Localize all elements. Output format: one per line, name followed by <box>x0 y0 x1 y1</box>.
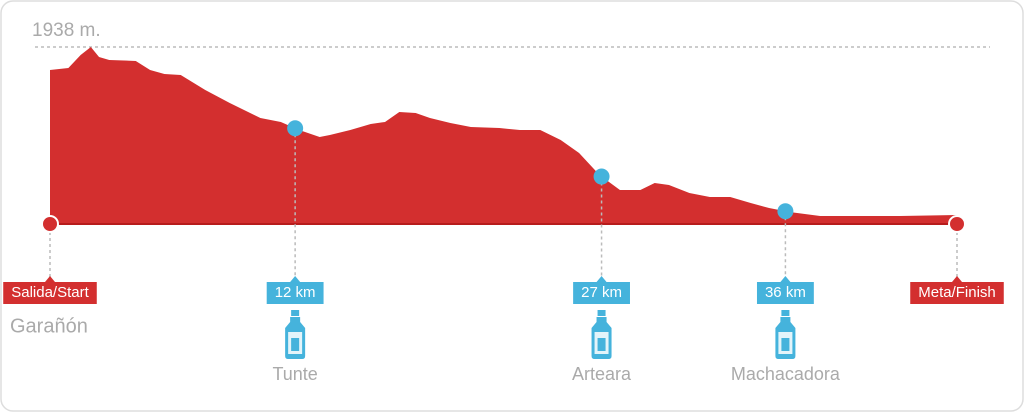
finish-dot <box>948 215 966 233</box>
stop-label: 27 km <box>581 284 622 301</box>
finish-label: Meta/Finish <box>918 284 996 301</box>
stop-place: Arteara <box>572 364 632 384</box>
stop-label-box <box>573 282 630 304</box>
bottle-water <box>291 338 300 351</box>
stop-label-box <box>266 282 324 304</box>
stop-label-pointer <box>780 276 791 282</box>
max-label: 1938 m. <box>32 20 101 41</box>
stop-dot <box>593 168 610 185</box>
finish-label-pointer <box>952 276 962 282</box>
stop-label: 36 km <box>765 284 806 301</box>
finish-label-box <box>910 282 1004 304</box>
bottle-icon <box>775 310 796 359</box>
bottle-icon <box>285 310 306 359</box>
start-place: Garañón <box>10 315 88 337</box>
stop-label: 12 km <box>275 284 316 301</box>
stop-label-pointer <box>596 276 607 282</box>
stop-place: Machacadora <box>731 364 841 384</box>
start-label: Salida/Start <box>11 284 89 301</box>
stop-dot <box>777 203 794 220</box>
bottle-cap <box>291 310 300 316</box>
start-label-pointer <box>45 276 55 282</box>
stop-place: Tunte <box>272 364 317 384</box>
elevation-area <box>50 47 957 224</box>
start-dot <box>41 215 59 233</box>
bottle-cap <box>597 310 606 316</box>
bottle-water <box>597 338 606 351</box>
stop-label-box <box>756 282 814 304</box>
bottle-cap <box>781 310 790 316</box>
stop-dot <box>287 120 304 137</box>
bottle-icon <box>591 310 612 359</box>
bottle-water <box>781 338 790 351</box>
start-label-box <box>3 282 97 304</box>
stop-label-pointer <box>290 276 301 282</box>
